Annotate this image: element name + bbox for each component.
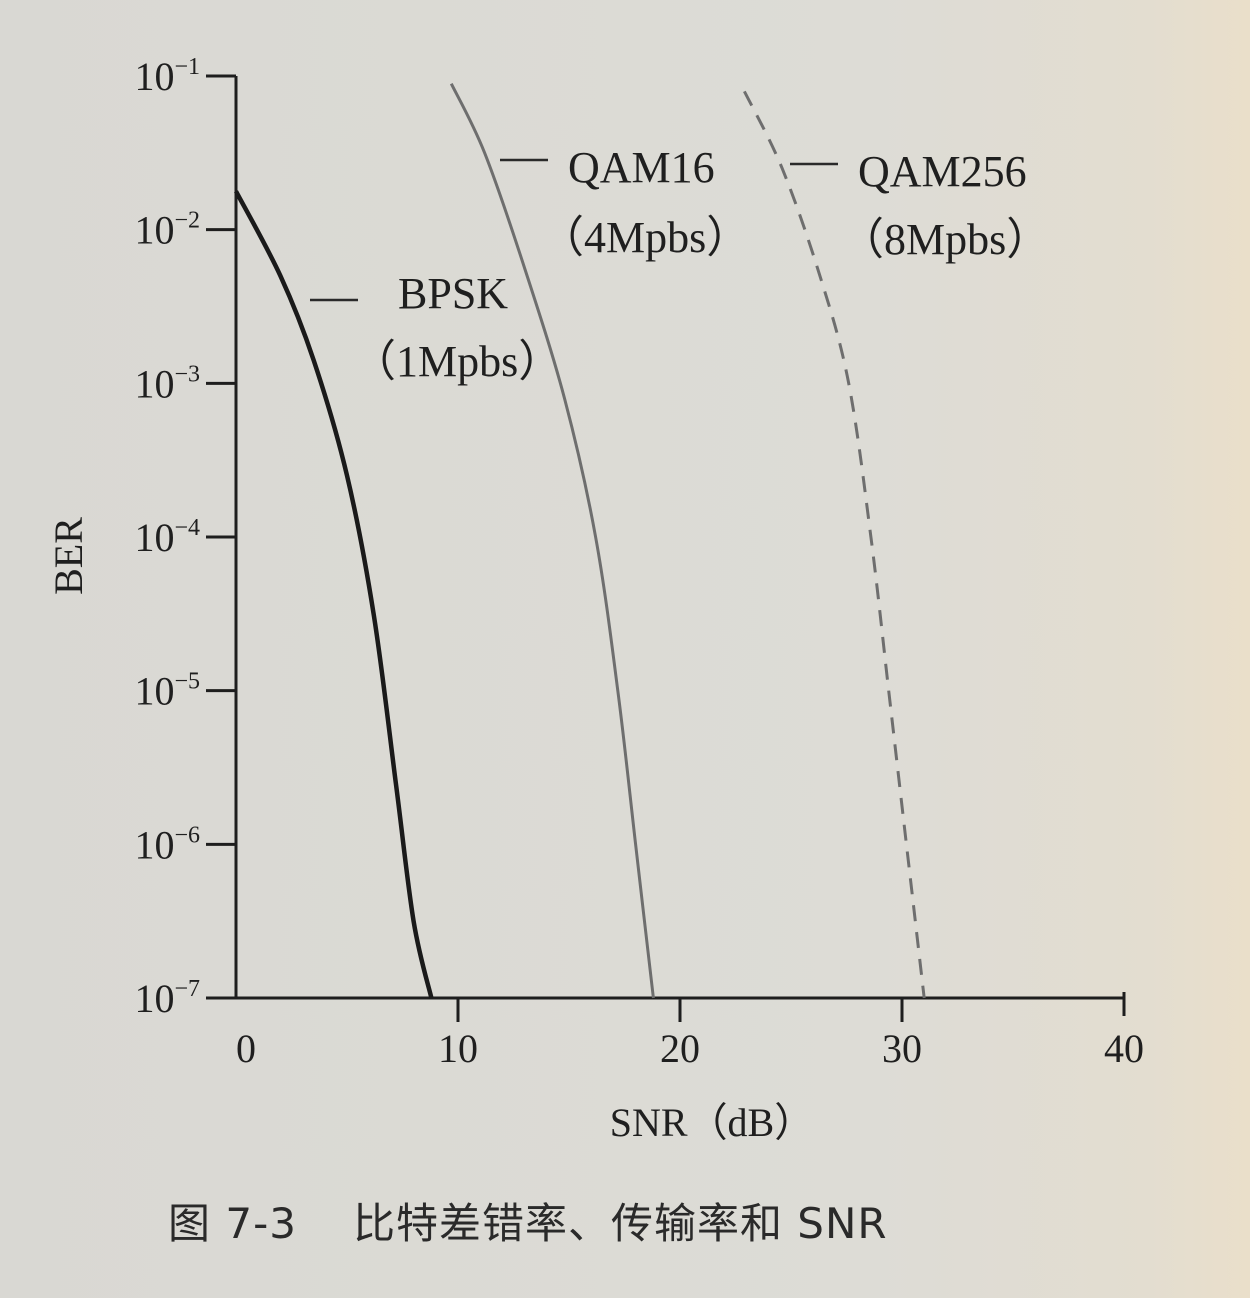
figure-caption: 图 7-3 比特差错率、传输率和 SNR [168, 1190, 1168, 1251]
y-tick-label: 10−3 [134, 361, 200, 406]
bpsk-name: BPSK [398, 269, 508, 318]
qam16-curve [449, 83, 655, 999]
qam256-rate: （8Mpbs） [840, 215, 1050, 264]
figure-title: 比特差错率、传输率和 SNR [352, 1199, 888, 1248]
y-tick-label: 10−2 [134, 208, 200, 253]
qam16-label: QAM16 （4Mpbs） [500, 143, 750, 262]
x-ticks: 0 10 20 30 40 [236, 998, 1144, 1071]
qam16-rate: （4Mpbs） [540, 213, 750, 262]
bpsk-curve [234, 190, 434, 999]
y-tick-label: 10−1 [134, 54, 200, 99]
qam256-curve [743, 90, 926, 999]
ber-snr-chart: 10−1 10−2 10−3 10−4 10−5 10−6 10−7 0 10 20 30 40 B… [46, 54, 1144, 1145]
y-tick-label: 10−4 [134, 515, 200, 560]
x-tick-label: 20 [660, 1026, 700, 1071]
qam256-label: QAM256 （8Mpbs） [790, 147, 1050, 264]
bpsk-label: BPSK （1Mpbs） [310, 269, 562, 386]
y-tick-label: 10−6 [134, 822, 200, 867]
figure-number: 图 7-3 [168, 1199, 297, 1248]
qam256-name: QAM256 [858, 147, 1027, 196]
y-axis-title: BER [46, 517, 91, 595]
y-ticks: 10−1 10−2 10−3 10−4 10−5 10−6 10−7 [134, 54, 236, 1021]
x-tick-label: 0 [236, 1026, 256, 1071]
qam16-name: QAM16 [568, 143, 715, 192]
bpsk-rate: （1Mpbs） [352, 337, 562, 386]
x-tick-label: 30 [882, 1026, 922, 1071]
series-lines [234, 83, 926, 999]
x-axis-title: SNR（dB） [610, 1100, 815, 1145]
y-tick-label: 10−5 [134, 669, 200, 714]
x-tick-label: 40 [1104, 1026, 1144, 1071]
x-tick-label: 10 [438, 1026, 478, 1071]
y-tick-label: 10−7 [134, 976, 200, 1021]
